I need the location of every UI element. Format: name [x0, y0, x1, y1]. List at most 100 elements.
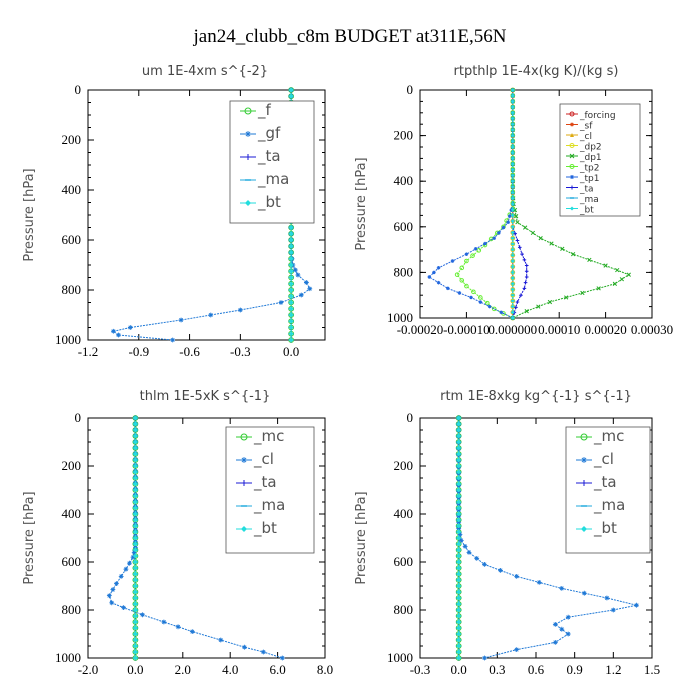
marker: [524, 269, 529, 274]
x-tick-label: 0.00030: [631, 322, 673, 337]
marker: [118, 574, 124, 579]
x-tick-label: 0.00010: [538, 322, 580, 337]
marker: [552, 622, 558, 627]
marker: [514, 574, 520, 579]
y-tick-label: 1000: [387, 650, 413, 665]
legend-label: _ma: [579, 195, 599, 205]
legend-entry: _f: [240, 101, 272, 120]
marker: [456, 481, 462, 487]
marker: [456, 553, 462, 559]
marker: [456, 613, 462, 619]
y-tick-label: 0: [75, 410, 82, 425]
marker: [133, 517, 138, 523]
marker: [524, 275, 529, 279]
chart-panel-1: um 1E-4xm s^{-2} 0 200 400 600 800 1000-1.2 -0.…: [22, 64, 326, 359]
legend-entry: _bt: [236, 519, 277, 538]
marker: [288, 312, 294, 318]
y-axis-label: Pressure [hPa]: [354, 491, 369, 584]
legend-entry: _ta: [236, 473, 277, 492]
x-tick-label: 0.9: [567, 662, 583, 677]
series-bt: [133, 415, 138, 661]
marker: [456, 433, 462, 439]
marker: [133, 571, 138, 577]
marker: [511, 162, 515, 166]
legend-label: _bt: [253, 519, 277, 538]
marker: [511, 128, 515, 132]
x-tick-label: 2.0: [175, 662, 191, 677]
marker: [133, 457, 138, 463]
legend-entry: _ma: [240, 170, 289, 189]
legend-label: _tp2: [579, 164, 599, 174]
marker: [511, 253, 515, 258]
marker: [511, 111, 515, 115]
x-tick-label: -0.9: [128, 344, 149, 359]
marker: [456, 523, 462, 529]
marker: [456, 589, 462, 595]
marker: [511, 230, 515, 235]
marker: [456, 487, 462, 493]
marker: [245, 131, 251, 137]
marker: [492, 236, 497, 240]
legend-label: _bt: [579, 206, 594, 216]
marker: [538, 236, 543, 241]
marker: [462, 544, 468, 549]
x-tick-label: -2.0: [78, 662, 99, 677]
legend-entry: _bt: [576, 519, 617, 538]
marker: [458, 538, 464, 543]
marker: [288, 300, 294, 305]
y-tick-label: 600: [62, 232, 82, 247]
marker: [116, 332, 121, 338]
marker: [497, 231, 501, 235]
legend-label: _ta: [593, 473, 617, 492]
marker: [242, 644, 247, 650]
marker: [511, 219, 515, 223]
marker: [244, 107, 252, 115]
marker: [570, 185, 574, 190]
marker: [511, 304, 515, 309]
marker: [491, 306, 497, 312]
legend-entry: _gf: [240, 124, 281, 143]
marker: [511, 139, 515, 144]
marker: [288, 93, 294, 99]
marker: [295, 272, 301, 278]
marker: [133, 493, 138, 499]
legend-entry: _ta: [240, 147, 281, 166]
marker: [459, 278, 465, 283]
marker: [580, 433, 588, 441]
marker: [288, 293, 294, 299]
y-tick-label: 800: [394, 602, 414, 617]
marker: [570, 122, 574, 127]
marker: [511, 173, 515, 178]
series-line: [428, 90, 514, 319]
legend-label: _ta: [253, 473, 277, 492]
legend-label: _dp2: [579, 143, 602, 153]
marker: [133, 547, 138, 553]
marker: [288, 243, 294, 249]
legend-entry: _ta: [576, 473, 617, 492]
legend-label: _cl: [579, 132, 592, 142]
marker: [133, 433, 138, 439]
marker: [515, 238, 520, 243]
panel-title: rtm 1E-8xkg kg^{-1} s^{-1}: [440, 389, 632, 404]
marker: [427, 275, 432, 279]
x-tick-label: 6.0: [269, 662, 285, 677]
y-tick-label: 0: [75, 82, 82, 97]
legend-entry: _cl: [566, 132, 592, 142]
legend-label: _bt: [593, 519, 617, 538]
chart-panel-3: thlm 1E-5xK s^{-1} 0 200 400 600 800 1000-2.0 0…: [22, 389, 333, 677]
marker: [604, 595, 610, 601]
x-tick-label: 1.2: [605, 662, 621, 677]
legend-box: [225, 426, 315, 554]
marker: [241, 480, 247, 486]
marker: [241, 526, 247, 532]
marker: [288, 87, 294, 93]
marker: [517, 245, 522, 250]
marker: [570, 175, 574, 179]
marker: [619, 277, 624, 282]
marker: [478, 300, 483, 304]
marker: [456, 649, 462, 655]
marker: [288, 231, 294, 237]
legend-label: _sf: [579, 122, 593, 132]
marker: [564, 295, 569, 300]
marker: [522, 286, 527, 291]
